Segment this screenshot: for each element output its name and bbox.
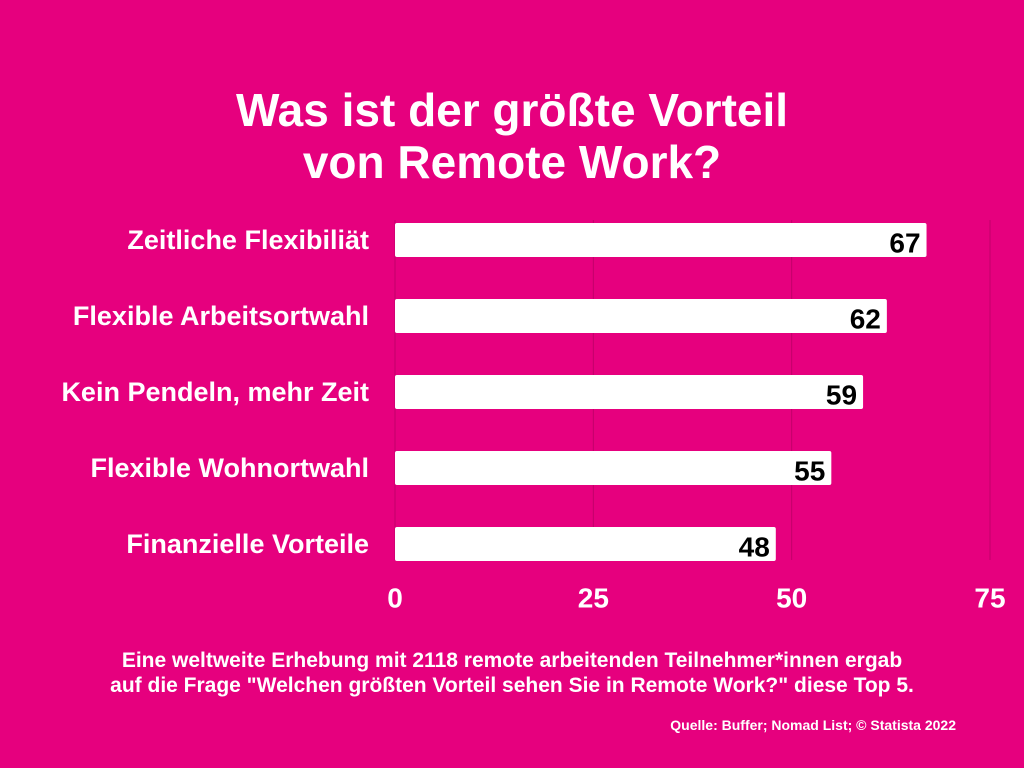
survey-note-line-1: Eine weltweite Erhebung mit 2118 remote …: [121, 649, 903, 672]
category-label-1: Flexible Arbeitsortwahl: [73, 301, 369, 331]
bar-chart: Zeitliche Flexibiliät 67 Flexible Arbeitso…: [61, 220, 1006, 614]
chart-title-line-2: von Remote Work?: [302, 136, 722, 188]
bar-1: [395, 299, 887, 333]
chart-title: Was ist der größte Vorteil von Remote Wo…: [0, 84, 1024, 188]
survey-note-line-2: auf die Frage "Welchen größten Vorteil s…: [110, 674, 914, 697]
value-label-1: 62: [850, 304, 881, 335]
bar-0: [395, 223, 927, 257]
bar-4: [395, 527, 776, 561]
category-label-2: Kein Pendeln, mehr Zeit: [61, 377, 369, 407]
category-label-3: Flexible Wohnortwahl: [90, 453, 369, 483]
x-tick-label-50: 50: [776, 583, 807, 614]
bar-2: [395, 375, 864, 409]
category-label-4: Finanzielle Vorteile: [126, 529, 369, 559]
bar-3: [395, 451, 832, 485]
value-label-0: 67: [889, 228, 920, 259]
chart-title-line-1: Was ist der größte Vorteil: [235, 84, 789, 136]
source-credit: Quelle: Buffer; Nomad List; © Statista 2…: [670, 717, 956, 733]
survey-note: Eine weltweite Erhebung mit 2118 remote …: [20, 648, 1004, 698]
x-tick-label-25: 25: [578, 583, 609, 614]
value-label-3: 55: [794, 456, 825, 487]
x-tick-label-0: 0: [387, 583, 403, 614]
x-tick-label-75: 75: [974, 583, 1005, 614]
value-label-2: 59: [826, 380, 857, 411]
category-label-0: Zeitliche Flexibiliät: [127, 225, 369, 255]
value-label-4: 48: [739, 532, 770, 563]
